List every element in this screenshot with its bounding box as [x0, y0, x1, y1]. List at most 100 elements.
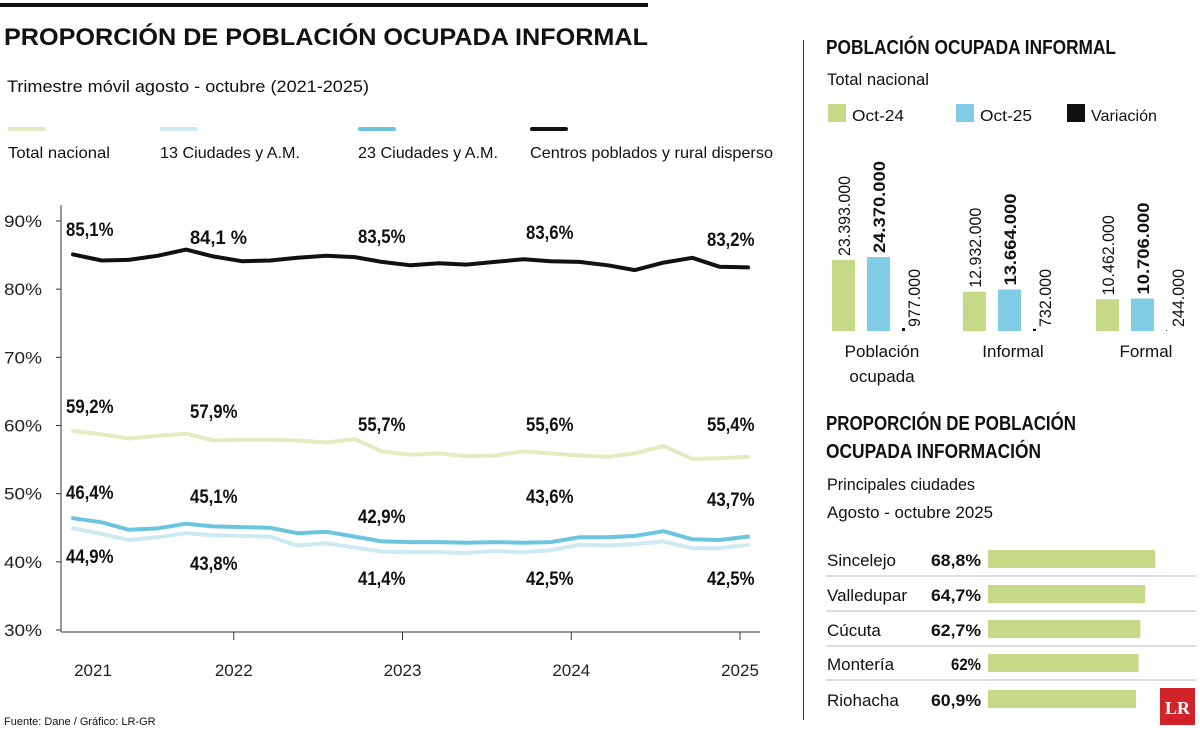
city-chart-title-line2: OCUPADA INFORMACIÓN — [826, 439, 1041, 463]
top-rule — [0, 3, 648, 7]
series-line-c23 — [71, 516, 750, 545]
data-label-rural: 83,5% — [358, 227, 406, 248]
y-tick-label: 80% — [4, 280, 42, 299]
y-tick-label: 90% — [4, 212, 42, 231]
legend-label-oct24: Oct-24 — [852, 108, 904, 125]
legend-label-13-ciudades: 13 Ciudades y A.M. — [160, 145, 300, 162]
y-tick-label: 60% — [4, 417, 42, 436]
city-bar — [988, 690, 1136, 708]
category-label: Formal — [1120, 342, 1173, 361]
data-label-c13: 42,5% — [707, 569, 755, 590]
logo-text: LR — [1165, 698, 1191, 718]
line-chart: 30% 40% 50% 60% 70% 80% 90% 2021 2022 2023 2024 202… — [4, 205, 760, 680]
legend-swatch-total — [8, 127, 46, 131]
data-label-c13: 43,8% — [190, 554, 238, 575]
data-label-total: 55,4% — [707, 415, 755, 436]
data-label-c13: 44,9% — [66, 547, 114, 568]
bar-chart-title: POBLACIÓN OCUPADA INFORMAL — [826, 35, 1116, 59]
data-label-total: 59,2% — [66, 397, 114, 418]
city-value: 60,9% — [931, 691, 981, 710]
legend-label-rural: Centros poblados y rural disperso — [530, 145, 773, 162]
bar-oct24 — [832, 260, 855, 331]
bar-value-oct25: 13.664.000 — [1001, 194, 1020, 286]
bar-variacion — [1033, 328, 1036, 331]
bar-value-oct24: 10.462.000 — [1099, 215, 1118, 295]
data-label-rural: 83,6% — [526, 223, 574, 244]
data-label-c13: 42,5% — [526, 569, 574, 590]
x-tick-label: 2022 — [215, 661, 253, 680]
category-label: ocupada — [849, 367, 915, 386]
legend-swatch-23-ciudades — [358, 127, 396, 131]
city-chart-subtitle-line1: Principales ciudades — [827, 475, 975, 494]
main-subtitle: Trimestre móvil agosto - octubre (2021-2… — [7, 77, 369, 96]
category-label: Población — [845, 342, 920, 361]
legend-label-variacion: Variación — [1091, 108, 1157, 125]
city-chart-subtitle-line2: Agosto - octubre 2025 — [827, 503, 993, 522]
data-label-c23: 42,9% — [358, 507, 406, 528]
legend-label-23-ciudades: 23 Ciudades y A.M. — [358, 145, 498, 162]
grouped-bar-chart: 23.393.000 24.370.000 977.000 Población ocup… — [832, 161, 1188, 386]
legend-label-oct25: Oct-25 — [980, 108, 1032, 125]
city-chart-title-line1: PROPORCIÓN DE POBLACIÓN — [826, 411, 1076, 435]
bar-variacion — [902, 328, 905, 331]
data-label-c23: 43,6% — [526, 487, 574, 508]
series-line-rural — [71, 247, 750, 273]
category-label: Informal — [982, 342, 1043, 361]
legend-swatch-rural — [530, 127, 568, 131]
city-name: Cúcuta — [827, 621, 881, 640]
x-tick-label: 2025 — [721, 661, 759, 680]
city-name: Riohacha — [827, 691, 899, 710]
city-value: 62,7% — [931, 621, 981, 640]
bar-value-variacion: 732.000 — [1036, 269, 1055, 327]
city-bar — [988, 654, 1139, 672]
city-bar-chart: Sincelejo 68,8% Valledupar 64,7% Cúcuta 62,7%… — [826, 550, 1196, 710]
main-title: PROPORCIÓN DE POBLACIÓN OCUPADA INFORMAL — [4, 23, 648, 51]
bar-value-variacion: 977.000 — [905, 269, 924, 327]
city-name: Sincelejo — [827, 551, 896, 570]
bar-value-oct25: 10.706.000 — [1134, 203, 1153, 295]
city-name: Montería — [827, 655, 895, 674]
data-label-c23: 46,4% — [66, 483, 114, 504]
bar-variacion — [1166, 330, 1167, 331]
city-value: 68,8% — [931, 551, 981, 570]
y-tick-label: 50% — [4, 485, 42, 504]
data-label-rural: 84,1 % — [190, 228, 247, 249]
x-tick-label: 2024 — [552, 661, 590, 680]
bar-oct24 — [1096, 299, 1119, 331]
y-tick-label: 70% — [4, 348, 42, 367]
bar-value-oct24: 23.393.000 — [835, 176, 854, 256]
bar-value-oct25: 24.370.000 — [870, 161, 889, 253]
city-bar — [988, 550, 1156, 568]
source-note: Fuente: Dane / Gráfico: LR-GR — [4, 716, 156, 728]
bar-value-oct24: 12.932.000 — [966, 208, 985, 288]
logo-badge — [1160, 688, 1195, 725]
bar-oct25 — [998, 289, 1021, 331]
data-label-c23: 43,7% — [707, 490, 755, 511]
line-legend: Total nacional 13 Ciudades y A.M. 23 Ciu… — [8, 127, 773, 162]
bar-oct25 — [1131, 298, 1154, 331]
x-tick-label: 2023 — [384, 661, 422, 680]
data-label-total: 55,6% — [526, 415, 574, 436]
legend-swatch-oct25 — [956, 104, 974, 122]
legend-swatch-oct24 — [828, 104, 846, 122]
x-tick-label: 2021 — [74, 661, 112, 680]
data-label-c23: 45,1% — [190, 487, 238, 508]
y-tick-label: 30% — [4, 621, 42, 640]
y-tick-label: 40% — [4, 553, 42, 572]
legend-swatch-variacion — [1067, 104, 1085, 122]
bar-chart-subtitle: Total nacional — [827, 70, 929, 89]
data-label-total: 55,7% — [358, 415, 406, 436]
data-label-total: 57,9% — [190, 402, 238, 423]
city-bar — [988, 585, 1146, 603]
city-value: 64,7% — [931, 586, 981, 605]
bar-oct24 — [963, 291, 986, 331]
city-bar — [988, 620, 1141, 638]
legend-swatch-13-ciudades — [160, 127, 198, 131]
data-label-rural: 85,1% — [66, 220, 114, 241]
city-name: Valledupar — [827, 586, 907, 605]
data-label-rural: 83,2% — [707, 230, 755, 251]
bar-legend: Oct-24 Oct-25 Variación — [828, 104, 1157, 125]
legend-label-total: Total nacional — [8, 145, 110, 162]
data-label-c13: 41,4% — [358, 569, 406, 590]
